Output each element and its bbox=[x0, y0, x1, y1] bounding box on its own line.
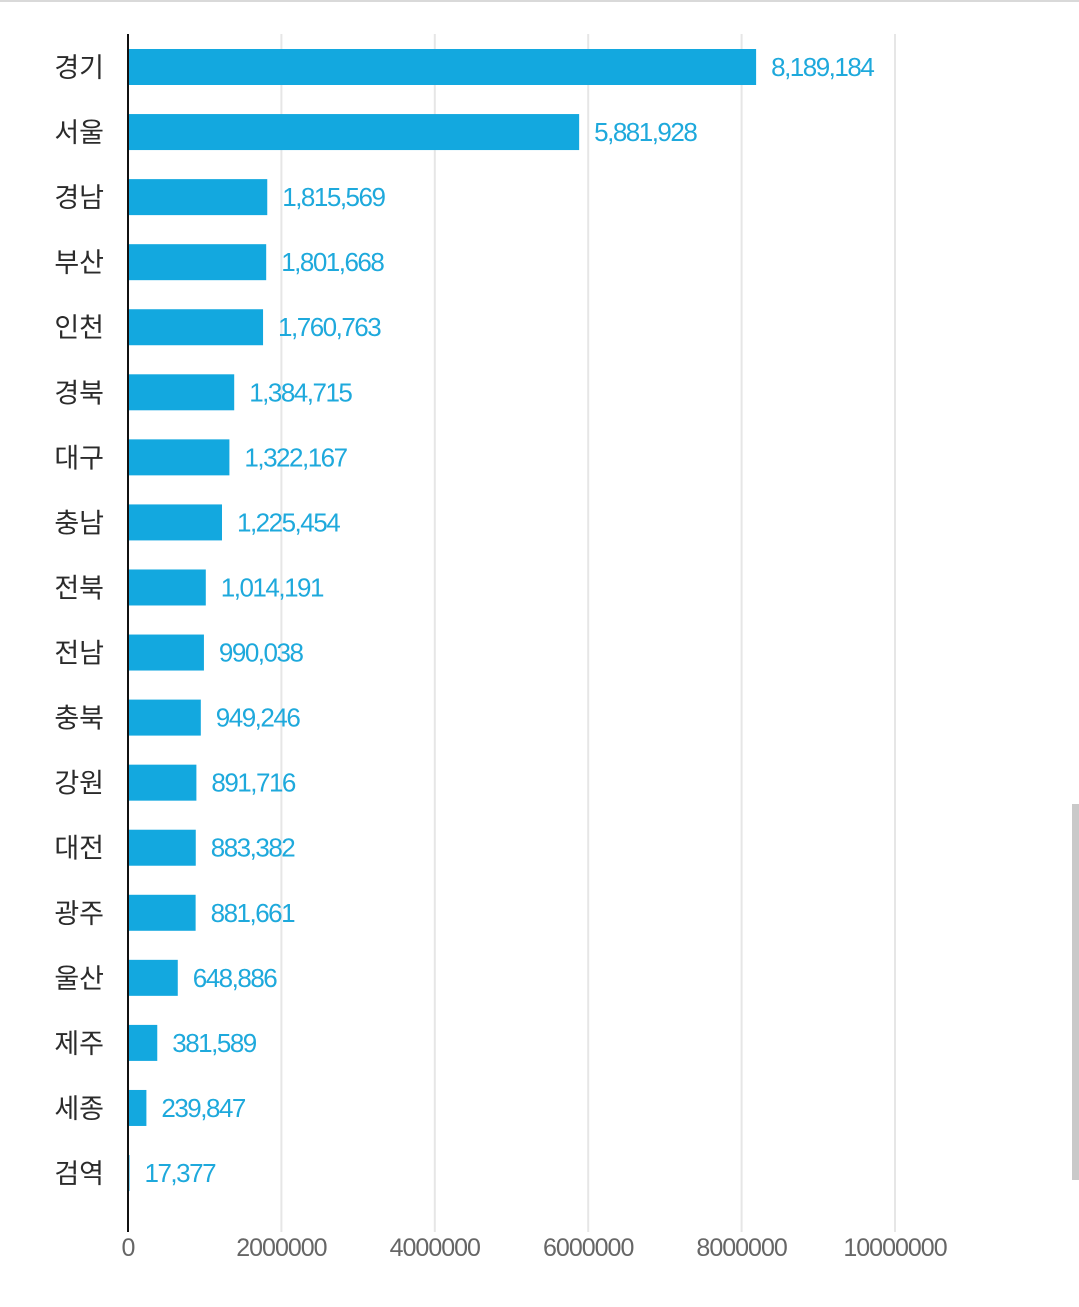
value-label: 239,847 bbox=[161, 1093, 246, 1123]
x-tick-labels: 0 2000000 4000000 6000000 8000000 10000000 bbox=[122, 1234, 948, 1262]
bar bbox=[128, 894, 196, 931]
x-tick-label: 6000000 bbox=[543, 1234, 633, 1262]
value-label: 17,377 bbox=[145, 1158, 217, 1188]
value-label: 990,038 bbox=[219, 638, 304, 668]
bar bbox=[128, 1024, 158, 1061]
category-label: 충북 bbox=[54, 704, 104, 735]
bar bbox=[128, 179, 268, 216]
value-labels: 8,189,184 5,881,928 1,815,569 1,801,668 1,76… bbox=[145, 52, 876, 1188]
category-label: 서울 bbox=[54, 118, 104, 149]
category-label: 인천 bbox=[54, 313, 104, 344]
top-divider bbox=[0, 0, 1079, 2]
bar bbox=[128, 49, 757, 85]
x-tick-label: 0 bbox=[122, 1234, 135, 1262]
value-label: 1,322,167 bbox=[244, 442, 347, 472]
bar bbox=[128, 699, 201, 736]
category-label: 대전 bbox=[54, 834, 104, 865]
bar bbox=[128, 244, 267, 281]
value-label: 381,589 bbox=[172, 1028, 257, 1058]
value-label: 1,225,454 bbox=[237, 507, 340, 537]
value-label: 648,886 bbox=[193, 963, 278, 993]
value-label: 1,801,668 bbox=[281, 247, 384, 277]
x-tick-label: 2000000 bbox=[236, 1234, 326, 1262]
gridlines bbox=[280, 34, 896, 1232]
value-label: 5,881,928 bbox=[594, 117, 697, 147]
category-label: 경남 bbox=[54, 183, 104, 214]
bar bbox=[128, 569, 206, 606]
category-label: 강원 bbox=[54, 769, 104, 800]
category-label: 제주 bbox=[54, 1029, 104, 1060]
bar bbox=[128, 829, 196, 866]
category-label: 충남 bbox=[54, 508, 104, 539]
category-label: 경북 bbox=[54, 378, 104, 409]
value-label: 949,246 bbox=[216, 703, 301, 733]
bar bbox=[128, 374, 235, 411]
bar bbox=[128, 114, 580, 151]
x-tick-label: 4000000 bbox=[390, 1234, 480, 1262]
category-label: 경기 bbox=[54, 53, 104, 84]
bar bbox=[128, 764, 197, 801]
value-label: 891,716 bbox=[211, 768, 296, 798]
category-label: 검역 bbox=[54, 1159, 104, 1190]
category-label: 세종 bbox=[54, 1094, 104, 1125]
value-label: 8,189,184 bbox=[771, 52, 874, 82]
bar bbox=[128, 439, 230, 476]
bar bbox=[128, 634, 204, 671]
bar bbox=[128, 1089, 147, 1126]
bar bbox=[128, 309, 264, 346]
category-label: 전북 bbox=[54, 573, 104, 604]
value-label: 1,384,715 bbox=[249, 377, 352, 407]
bars bbox=[128, 49, 757, 1192]
value-label: 1,760,763 bbox=[278, 312, 381, 342]
category-label: 대구 bbox=[54, 443, 104, 474]
category-label: 울산 bbox=[54, 964, 104, 995]
x-tick-label: 10000000 bbox=[843, 1234, 946, 1262]
category-label: 광주 bbox=[54, 899, 104, 930]
value-label: 881,661 bbox=[211, 898, 296, 928]
bar bbox=[128, 959, 178, 996]
bar bbox=[128, 504, 222, 541]
value-label: 1,014,191 bbox=[221, 572, 324, 602]
value-label: 883,382 bbox=[211, 833, 296, 863]
x-tick-label: 8000000 bbox=[696, 1234, 786, 1262]
value-label: 1,815,569 bbox=[282, 182, 385, 212]
scrollbar[interactable] bbox=[1072, 804, 1079, 1180]
category-label: 전남 bbox=[54, 639, 104, 670]
category-label: 부산 bbox=[54, 248, 104, 279]
